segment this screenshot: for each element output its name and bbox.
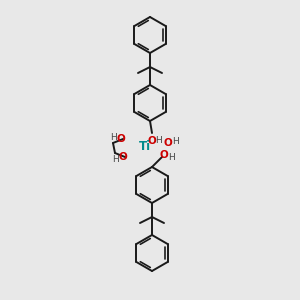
Text: O: O bbox=[118, 152, 127, 162]
Text: H: H bbox=[172, 136, 179, 146]
Text: H: H bbox=[168, 152, 175, 161]
Text: O: O bbox=[116, 134, 125, 144]
Text: H: H bbox=[110, 133, 117, 142]
Text: O: O bbox=[163, 138, 172, 148]
Text: H: H bbox=[156, 136, 162, 145]
Text: Ti: Ti bbox=[139, 140, 151, 154]
Text: O: O bbox=[159, 150, 168, 160]
Text: O: O bbox=[148, 136, 156, 146]
Text: H: H bbox=[112, 154, 119, 164]
